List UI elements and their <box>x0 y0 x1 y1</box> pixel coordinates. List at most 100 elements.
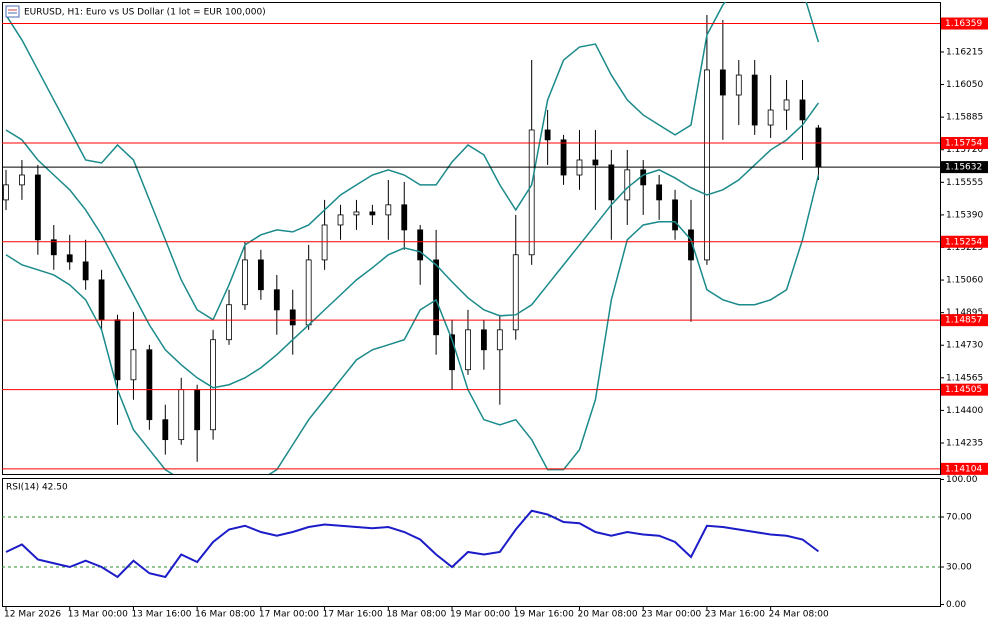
rsi-pane <box>2 478 941 607</box>
rsi-line-group <box>5 509 820 579</box>
candle-body <box>210 339 216 431</box>
level-label: 1.15754 <box>945 139 982 149</box>
x-tick-label: 24 Mar 08:00 <box>769 610 829 620</box>
candle-body <box>767 109 774 126</box>
x-tick-label: 18 Mar 08:00 <box>386 610 446 620</box>
y-tick-label: 1.14400 <box>946 406 983 416</box>
candle-body <box>50 239 57 256</box>
y-tick-label: 100.00 <box>946 475 978 485</box>
x-tick-label: 17 Mar 00:00 <box>259 610 319 620</box>
candle-body <box>735 74 742 96</box>
x-tick-label: 23 Mar 16:00 <box>705 610 765 620</box>
candle-body <box>242 259 248 306</box>
candle-body <box>3 184 9 201</box>
last-price-label: 1.15632 <box>945 163 982 173</box>
candle-body <box>66 254 73 263</box>
candle-body <box>194 389 201 431</box>
y-tick-label: 1.15720 <box>946 145 983 155</box>
candle-body <box>608 164 615 201</box>
candle-body <box>146 349 153 421</box>
candle-body <box>512 254 519 331</box>
candle-body <box>751 74 758 126</box>
candle-body <box>656 184 663 201</box>
candle-body <box>688 229 694 261</box>
y-tick-label: 1.14895 <box>946 308 983 318</box>
y-tick-label: 1.15390 <box>946 210 983 220</box>
level-label: 1.15254 <box>945 237 982 247</box>
candle-body <box>449 334 455 371</box>
candle-body <box>560 139 567 176</box>
last-price-bg <box>941 161 988 174</box>
candle-body <box>321 224 328 261</box>
level-label: 1.14104 <box>945 464 982 474</box>
level-label: 1.16359 <box>945 19 982 29</box>
x-tick-label: 19 Mar 16:00 <box>514 610 574 620</box>
band-middle-group <box>5 102 820 389</box>
candle-body <box>465 329 471 371</box>
y-tick-label: 1.14730 <box>946 341 983 351</box>
candle-body <box>704 69 710 261</box>
candle-body <box>178 389 185 441</box>
band-lower <box>5 174 820 474</box>
candle-body <box>799 99 806 121</box>
level-label-bg <box>941 314 988 327</box>
y-tick-label: 70.00 <box>946 513 972 523</box>
candle-body <box>273 289 280 311</box>
level-label-bg <box>941 462 988 475</box>
candle-body <box>672 199 678 231</box>
candle-body <box>385 204 392 216</box>
candle-body <box>783 99 790 111</box>
x-tick-label: 23 Mar 00:00 <box>641 610 701 620</box>
candle-body <box>82 261 89 281</box>
x-tick-label: 20 Mar 08:00 <box>577 610 637 620</box>
level-label-bg <box>941 235 988 248</box>
candle-body <box>305 259 312 326</box>
candle-body <box>815 127 822 168</box>
level-label: 1.14505 <box>945 385 982 395</box>
candle-body <box>162 419 169 441</box>
band-upper-group <box>5 2 820 321</box>
candle-body <box>480 329 487 351</box>
y-tick-label: 1.15225 <box>946 243 983 253</box>
candle-body <box>114 319 121 381</box>
candle-body <box>544 129 551 141</box>
y-tick-label: 1.15060 <box>946 276 983 286</box>
x-tick-label: 13 Mar 00:00 <box>68 610 128 620</box>
symbol-icon <box>5 5 20 18</box>
band-middle <box>5 102 820 389</box>
level-label-bg <box>941 137 988 150</box>
y-tick-label: 1.14235 <box>946 438 983 448</box>
level-label: 1.14857 <box>945 316 982 326</box>
y-tick-label: 1.16050 <box>946 80 983 90</box>
candle-body <box>401 204 408 231</box>
candle-body <box>130 349 137 381</box>
y-tick-label: 1.14565 <box>946 373 983 383</box>
y-tick-label: 0.00 <box>946 600 966 610</box>
x-tick-label: 12 Mar 2026 <box>4 610 61 620</box>
candle-body <box>417 229 424 261</box>
candle-body <box>257 259 264 291</box>
candle-body <box>624 169 631 201</box>
x-tick-label: 17 Mar 16:00 <box>323 610 383 620</box>
candle-body <box>433 259 440 336</box>
candle-body <box>496 329 503 351</box>
y-tick-label: 1.15885 <box>946 113 983 123</box>
candle-body <box>34 174 41 241</box>
y-tick-label: 1.15555 <box>946 178 983 188</box>
candle-body <box>528 129 535 256</box>
x-tick-label: 19 Mar 00:00 <box>450 610 510 620</box>
y-tick-label: 30.00 <box>946 563 972 573</box>
main-pane <box>2 2 941 475</box>
y-tick-label: 1.16215 <box>946 47 983 57</box>
x-tick-label: 16 Mar 08:00 <box>195 610 255 620</box>
band-lower-group <box>5 174 820 474</box>
candle-body <box>19 174 25 186</box>
rsi-title: RSI(14) 42.50 <box>6 483 68 493</box>
chart-title: EURUSD, H1: Euro vs US Dollar (1 lot = E… <box>24 8 266 18</box>
level-label-bg <box>941 17 988 30</box>
level-label-bg <box>941 383 988 396</box>
x-tick-label: 13 Mar 16:00 <box>131 610 191 620</box>
candle-body <box>592 159 599 166</box>
